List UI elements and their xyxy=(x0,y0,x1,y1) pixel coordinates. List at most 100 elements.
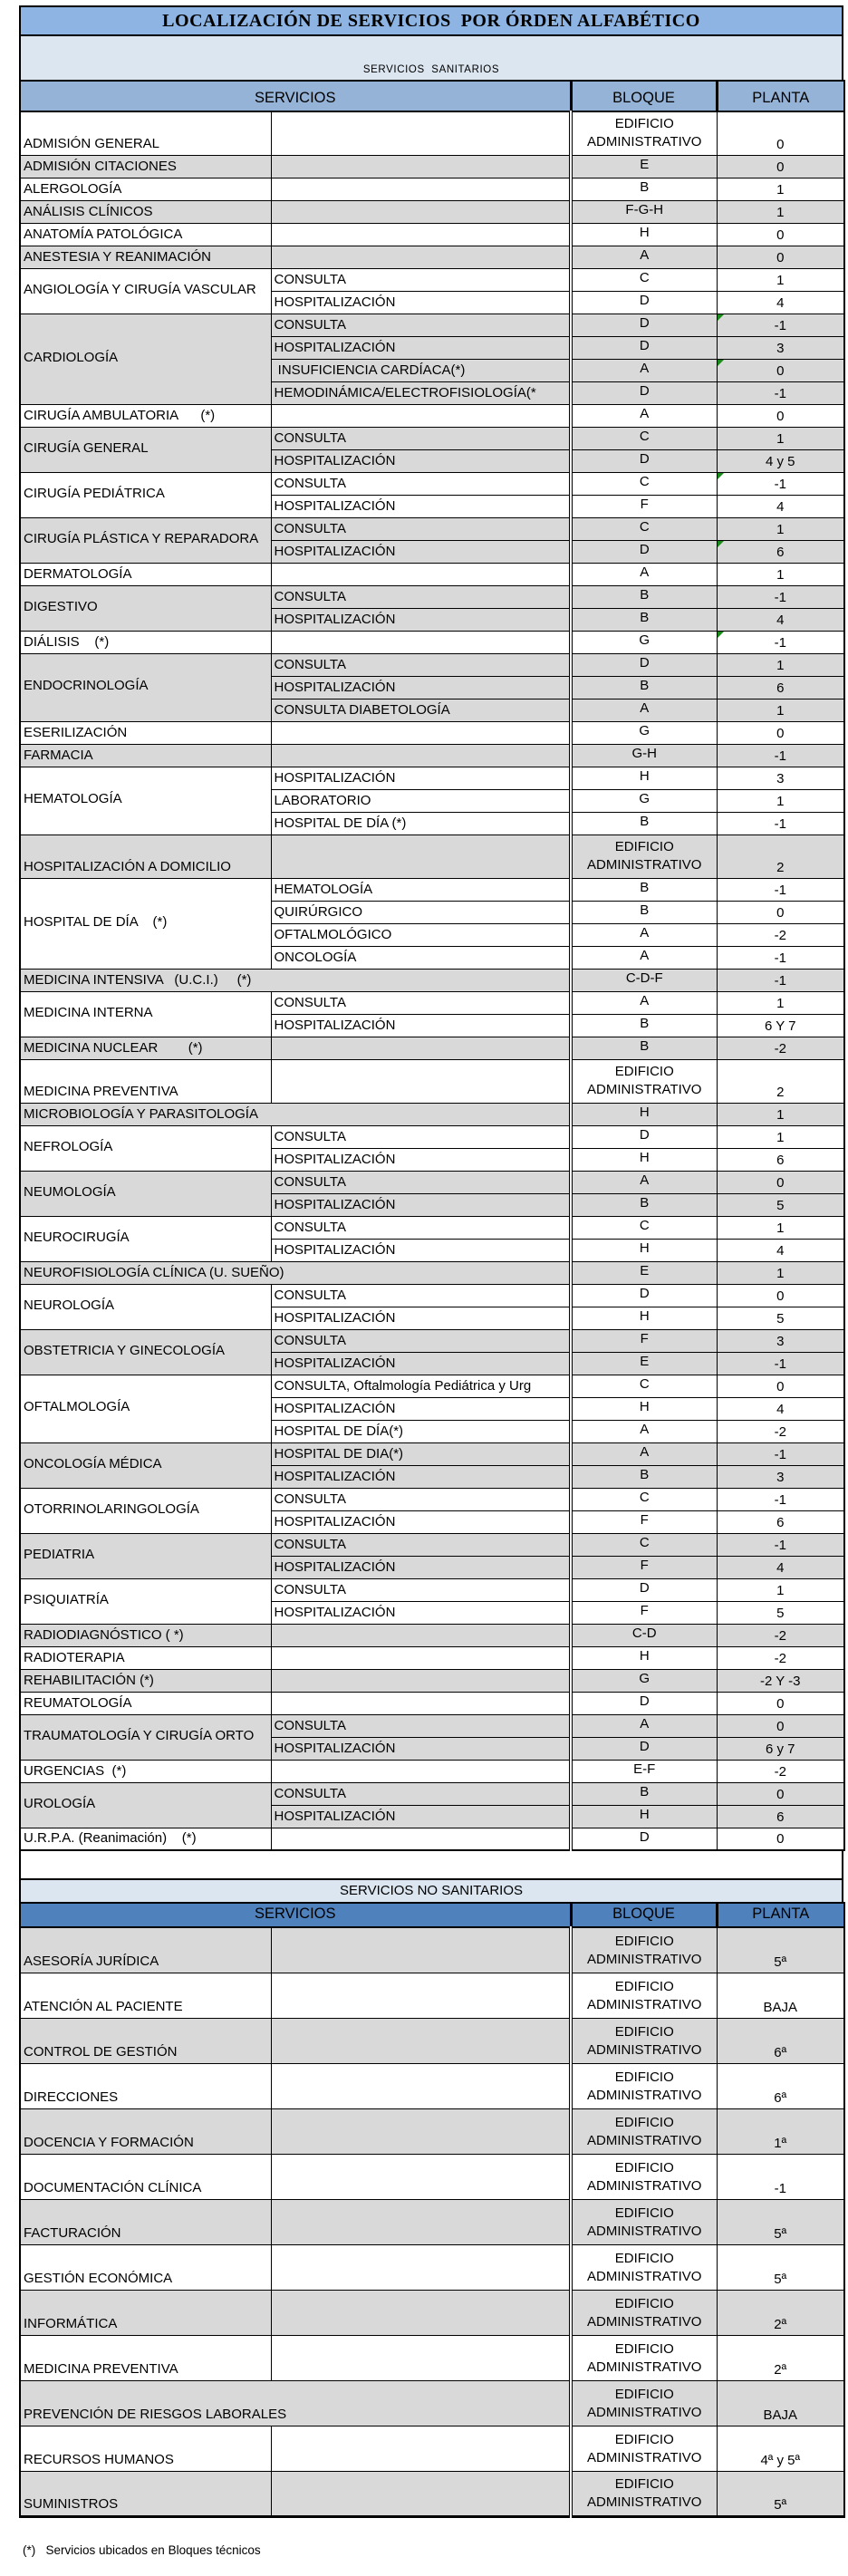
service-name-cell: U.R.P.A. (Reanimación) (*) xyxy=(19,1827,272,1851)
bloque-cell: B xyxy=(569,675,718,699)
service-detail: INSUFICIENCIA CARDÍACA(*) xyxy=(274,362,466,378)
table-row: REHABILITACIÓN (*) G -2 Y -3 xyxy=(19,1668,845,1693)
service-name: DERMATOLOGÍA xyxy=(24,565,132,582)
bloque-cell: A xyxy=(569,1713,718,1738)
service-name: ADMISIÓN CITACIONES xyxy=(24,158,177,174)
service-detail-cell: CONSULTA xyxy=(270,1215,572,1240)
service-detail: HOSPITAL DE DÍA (*) xyxy=(274,815,407,831)
planta-cell: 5ª xyxy=(716,2198,845,2245)
service-detail-cell xyxy=(270,2198,572,2245)
service-detail-cell: OFTALMOLÓGICO xyxy=(270,922,572,947)
service-name: GESTIÓN ECONÓMICA xyxy=(24,2270,173,2286)
service-detail-cell xyxy=(270,562,572,586)
service-detail-cell: HOSPITALIZACIÓN xyxy=(270,607,572,632)
service-detail: CONSULTA xyxy=(274,429,346,446)
planta-cell-flagged: -1 xyxy=(716,313,845,337)
service-detail-cell: HOSPITALIZACIÓN xyxy=(270,1351,572,1375)
table-row: NEUROLOGÍA CONSULTA D 0 xyxy=(19,1283,845,1330)
table-row: CIRUGÍA PEDIÁTRICA CONSULTA C -1 xyxy=(19,471,845,518)
planta-cell: 1 xyxy=(716,267,845,292)
table-row: DIGESTIVO CONSULTA B -1 xyxy=(19,584,845,632)
bloque-cell: B xyxy=(569,1781,718,1806)
services-no-sanitarios-table: SERVICIOS BLOQUE PLANTA ASESORÍA JURÍDIC… xyxy=(19,1902,845,2518)
service-name-cell: RADIODIAGNÓSTICO ( *) xyxy=(19,1623,272,1647)
service-detail-cell: HOSPITALIZACIÓN xyxy=(270,449,572,473)
service-name: ALERGOLOGÍA xyxy=(24,180,122,197)
bloque-cell: A xyxy=(569,562,718,586)
bloque-cell: D xyxy=(569,652,718,677)
bloque-cell: H xyxy=(569,1147,718,1172)
service-name-cell: MEDICINA INTENSIVA (U.C.I.) (*) xyxy=(19,968,572,992)
service-detail: HOSPITALIZACIÓN xyxy=(274,294,396,310)
service-name: RECURSOS HUMANOS xyxy=(24,2451,174,2467)
service-name-cell: CARDIOLOGÍA xyxy=(19,313,272,405)
table-row: PSIQUIATRÍA CONSULTA D 1 xyxy=(19,1577,845,1625)
planta-cell: -2 xyxy=(716,1036,845,1060)
service-name: MEDICINA PREVENTIVA xyxy=(24,1083,178,1099)
column-header-servicios: SERVICIOS xyxy=(19,1902,572,1928)
bloque-cell: A xyxy=(569,945,718,970)
bloque-cell: EDIFICIO ADMINISTRATIVO xyxy=(569,2062,718,2109)
service-name-cell: OBSTETRICIA Y GINECOLOGÍA xyxy=(19,1328,272,1375)
table-area: LOCALIZACIÓN DE SERVICIOS POR ÓRDEN ALFA… xyxy=(19,5,845,2557)
table-row: CIRUGÍA GENERAL CONSULTA C 1 xyxy=(19,426,845,473)
planta-cell: 6 xyxy=(716,1804,845,1828)
service-detail-cell xyxy=(270,222,572,246)
service-detail: CONSULTA xyxy=(274,1128,346,1144)
service-name: CARDIOLOGÍA xyxy=(24,349,119,365)
table-row: TRAUMATOLOGÍA Y CIRUGÍA ORTO CONSULTA A 0 xyxy=(19,1713,845,1761)
service-name-cell: FARMACIA xyxy=(19,743,272,767)
planta-cell: 0 xyxy=(716,1170,845,1194)
bloque-cell: F-G-H xyxy=(569,199,718,224)
planta-cell: -1 xyxy=(716,584,845,609)
bloque-cell: G xyxy=(569,630,718,654)
table-row: DERMATOLOGÍA A 1 xyxy=(19,562,845,586)
service-detail-cell xyxy=(270,154,572,178)
table-row: CIRUGÍA AMBULATORIA (*) A 0 xyxy=(19,403,845,428)
service-name-cell: URGENCIAS (*) xyxy=(19,1759,272,1783)
service-name: SUMINISTROS xyxy=(24,2495,119,2512)
service-name: DIGESTIVO xyxy=(24,598,98,614)
service-detail-cell xyxy=(270,1058,572,1104)
service-detail: CONSULTA xyxy=(274,520,346,536)
service-name: ADMISIÓN GENERAL xyxy=(24,135,160,151)
bloque-cell: D xyxy=(569,381,718,405)
planta-cell: 5ª xyxy=(716,2470,845,2517)
service-name: ENDOCRINOLOGÍA xyxy=(24,678,149,694)
bloque-cell: G-H xyxy=(569,743,718,767)
planta-cell: 5 xyxy=(716,1600,845,1625)
table-row: CARDIOLOGÍA CONSULTA D -1 xyxy=(19,313,845,405)
service-name: PSIQUIATRÍA xyxy=(24,1591,109,1607)
service-name-cell: HEMATOLOGÍA xyxy=(19,766,272,835)
planta-cell: 6ª xyxy=(716,2062,845,2109)
bloque-cell: B xyxy=(569,1192,718,1217)
planta-cell: 4 y 5 xyxy=(716,449,845,473)
service-name: ONCOLOGÍA MÉDICA xyxy=(24,1455,162,1471)
service-name-cell: HOSPITAL DE DÍA (*) xyxy=(19,877,272,970)
bloque-cell: F xyxy=(569,1510,718,1534)
table-row: ESERILIZACIÓN G 0 xyxy=(19,720,845,745)
service-detail-cell: CONSULTA xyxy=(270,584,572,609)
service-detail-cell: LABORATORIO xyxy=(270,788,572,813)
service-name: CONTROL DE GESTIÓN xyxy=(24,2043,178,2060)
planta-cell: 0 xyxy=(716,900,845,924)
service-name-cell: RADIOTERAPIA xyxy=(19,1645,272,1670)
service-detail: CONSULTA xyxy=(274,1536,346,1552)
service-name: CIRUGÍA PLÁSTICA Y REPARADORA xyxy=(24,530,259,546)
bloque-cell: D xyxy=(569,335,718,360)
service-detail-cell: HOSPITAL DE DÍA(*) xyxy=(270,1419,572,1443)
bloque-cell: EDIFICIO ADMINISTRATIVO xyxy=(569,2243,718,2291)
planta-cell: 0 xyxy=(716,245,845,269)
planta-cell: 2 xyxy=(716,1058,845,1104)
planta-cell: 4 xyxy=(716,607,845,632)
service-name-cell: ENDOCRINOLOGÍA xyxy=(19,652,272,722)
service-detail-cell xyxy=(270,2334,572,2381)
table-row: MEDICINA PREVENTIVA EDIFICIO ADMINISTRATI… xyxy=(19,2334,845,2381)
service-name: HEMATOLOGÍA xyxy=(24,791,122,807)
service-name-cell: CONTROL DE GESTIÓN xyxy=(19,2017,272,2064)
bloque-cell: C xyxy=(569,1215,718,1240)
service-detail: HOSPITALIZACIÓN xyxy=(274,1400,396,1416)
table-row: PEDIATRIA CONSULTA C -1 xyxy=(19,1532,845,1579)
section-band-sanitarios: SERVICIOS SANITARIOS xyxy=(19,36,843,80)
planta-cell: 1ª xyxy=(716,2108,845,2155)
